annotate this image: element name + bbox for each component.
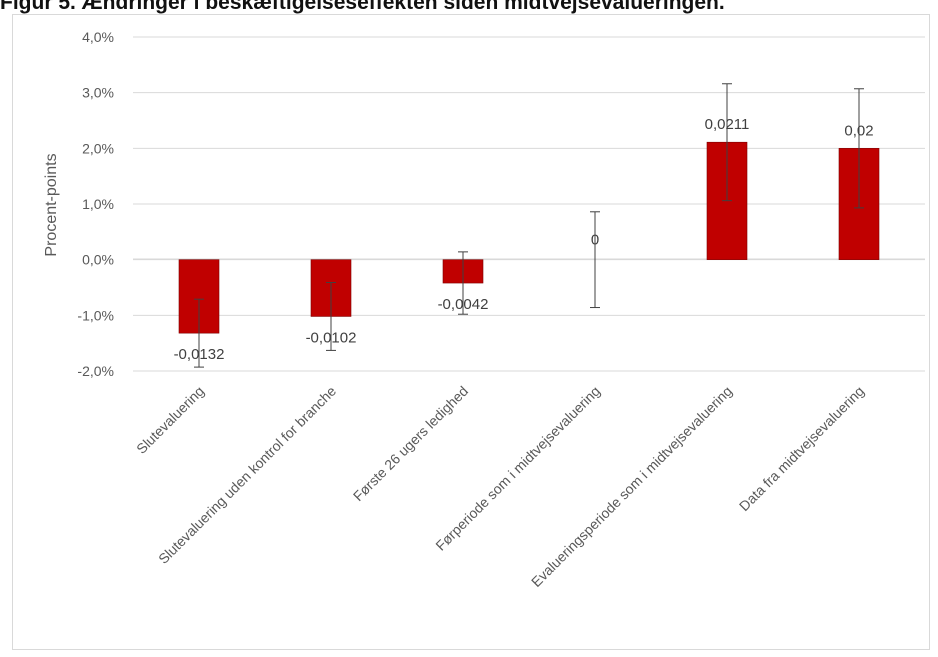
data-label: 0 <box>591 232 599 249</box>
y-tick-label: 2,0% <box>82 140 114 156</box>
data-labels: -0,0132 -0,0102 -0,0042 0 0,0211 0,02 <box>174 116 874 363</box>
error-bar <box>326 281 336 351</box>
figure-title: Figur 5. Ændringer i beskæftigelseseffek… <box>0 0 725 14</box>
y-tick-label: -2,0% <box>77 363 114 379</box>
y-tick-label: -1,0% <box>77 307 114 323</box>
data-label: 0,0211 <box>705 116 750 133</box>
y-axis-title: Procent-points <box>43 153 60 256</box>
data-label: -0,0132 <box>174 346 225 363</box>
y-axis-ticks: -2,0% -1,0% 0,0% 1,0% 2,0% 3,0% 4,0% <box>77 29 114 379</box>
data-label: -0,0102 <box>306 329 357 346</box>
data-label: -0,0042 <box>438 296 489 313</box>
gridlines <box>133 36 925 372</box>
x-category-label: Data fra midtvejsevaluering <box>736 383 867 514</box>
y-tick-label: 1,0% <box>82 196 114 212</box>
error-bar <box>458 251 468 315</box>
y-tick-label: 3,0% <box>82 85 114 101</box>
x-category-label: Første 26 ugers ledighed <box>350 383 471 504</box>
y-tick-label: 4,0% <box>82 29 114 45</box>
x-category-label: Slutevaluering <box>133 383 207 457</box>
error-bar <box>722 83 732 202</box>
bars <box>178 141 880 334</box>
x-category-label: Evalueringsperiode som i midtvejsevaluer… <box>528 383 735 590</box>
chart-frame <box>12 14 930 650</box>
error-bar <box>194 298 204 368</box>
error-bar <box>590 211 600 309</box>
error-bar <box>854 88 864 209</box>
data-label: 0,02 <box>844 122 873 139</box>
y-tick-label: 0,0% <box>82 252 114 268</box>
error-bars <box>194 83 864 368</box>
